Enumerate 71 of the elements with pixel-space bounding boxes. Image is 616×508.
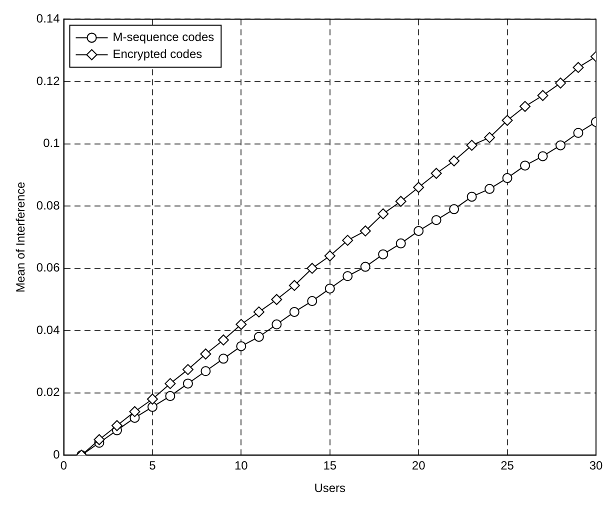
y-tick-label: 0.12 xyxy=(36,74,60,88)
point xyxy=(484,184,495,194)
point xyxy=(324,250,336,262)
y-tick-label: 0 xyxy=(53,448,60,462)
point xyxy=(431,215,442,226)
point xyxy=(413,182,424,193)
point xyxy=(236,318,247,330)
point xyxy=(502,173,512,184)
x-tick-label: 10 xyxy=(234,458,248,473)
y-tick-label: 0.02 xyxy=(36,385,60,400)
point xyxy=(324,284,335,294)
point xyxy=(306,262,318,274)
point xyxy=(484,132,496,144)
point xyxy=(573,128,584,138)
x-tick-label: 20 xyxy=(412,458,426,473)
point xyxy=(414,226,424,236)
point xyxy=(556,140,566,150)
point xyxy=(342,271,353,282)
y-tick-label: 0.08 xyxy=(36,198,60,212)
point xyxy=(520,100,531,112)
point xyxy=(466,140,478,151)
point xyxy=(146,394,158,405)
point xyxy=(94,434,105,446)
x-tick-label: 25 xyxy=(500,458,514,473)
point xyxy=(502,114,513,126)
point xyxy=(218,354,228,364)
point xyxy=(520,160,530,171)
point xyxy=(572,62,584,73)
point xyxy=(449,204,460,214)
point xyxy=(164,378,176,390)
legend-label: Encrypted codes xyxy=(112,47,202,62)
x-tick-label: 15 xyxy=(323,458,337,473)
point xyxy=(396,238,406,248)
point xyxy=(129,406,140,418)
y-axis-title: Mean of Interference xyxy=(14,182,28,293)
y-tick-label: 0.04 xyxy=(36,322,60,337)
x-axis-title: Users xyxy=(314,481,346,496)
point xyxy=(360,262,370,272)
point xyxy=(430,168,442,179)
point xyxy=(307,296,318,306)
point xyxy=(165,391,176,402)
x-tick-label: 5 xyxy=(149,458,156,473)
y-tick-label: 0.14 xyxy=(36,12,60,26)
point xyxy=(378,249,388,260)
point xyxy=(200,348,212,360)
point xyxy=(448,155,460,166)
y-tick-label: 0.1 xyxy=(43,136,60,150)
legend-label: M-sequence codes xyxy=(112,30,214,44)
point xyxy=(272,319,282,330)
point xyxy=(289,306,300,317)
point xyxy=(182,364,194,376)
point xyxy=(218,334,229,346)
point xyxy=(378,208,389,220)
point xyxy=(147,402,158,412)
point xyxy=(395,196,406,207)
point xyxy=(288,280,300,291)
point xyxy=(271,294,282,305)
point xyxy=(360,225,371,236)
point xyxy=(538,151,548,162)
point xyxy=(537,90,548,101)
point xyxy=(466,192,477,202)
y-tick-label: 0.06 xyxy=(36,260,60,275)
point xyxy=(182,378,193,389)
point xyxy=(200,366,211,376)
x-tick-label: 30 xyxy=(589,458,603,473)
point xyxy=(236,341,246,352)
point xyxy=(342,234,354,246)
point xyxy=(253,306,264,318)
point xyxy=(254,332,264,342)
point xyxy=(111,420,122,432)
point xyxy=(555,78,566,89)
